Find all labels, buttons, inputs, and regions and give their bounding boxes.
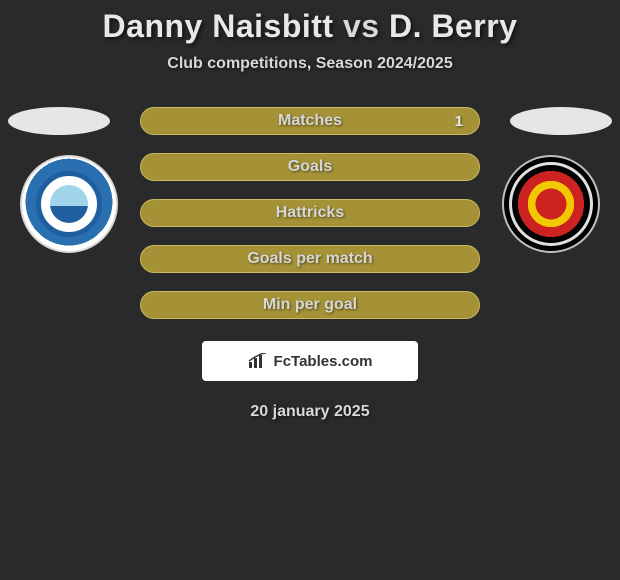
brand-box: FcTables.com bbox=[202, 341, 418, 381]
club-badge-left-center bbox=[50, 185, 88, 223]
club-badge-left bbox=[20, 155, 118, 253]
club-badge-right bbox=[502, 155, 600, 253]
stat-row-hattricks: Hattricks bbox=[140, 199, 480, 227]
stat-row-goals-per-match: Goals per match bbox=[140, 245, 480, 273]
player1-name: Danny Naisbitt bbox=[103, 8, 334, 44]
brand-text: FcTables.com bbox=[274, 353, 373, 370]
right-ellipse bbox=[510, 107, 612, 135]
bar-chart-icon bbox=[248, 353, 268, 369]
stat-row-min-per-goal: Min per goal bbox=[140, 291, 480, 319]
comparison-block: Matches 1 Goals Hattricks Goals per matc… bbox=[0, 107, 620, 421]
stats-list: Matches 1 Goals Hattricks Goals per matc… bbox=[140, 107, 480, 319]
date-text: 20 january 2025 bbox=[0, 403, 620, 421]
player2-name: D. Berry bbox=[389, 8, 518, 44]
subtitle: Club competitions, Season 2024/2025 bbox=[0, 55, 620, 73]
stat-label: Goals bbox=[288, 158, 332, 176]
comparison-title: Danny Naisbitt vs D. Berry bbox=[0, 8, 620, 45]
stat-label: Matches bbox=[278, 112, 342, 130]
stat-label: Hattricks bbox=[276, 204, 344, 222]
club-badge-left-ring bbox=[36, 171, 102, 237]
stat-row-goals: Goals bbox=[140, 153, 480, 181]
stat-row-matches: Matches 1 bbox=[140, 107, 480, 135]
vs-label: vs bbox=[343, 8, 380, 44]
left-ellipse bbox=[8, 107, 110, 135]
stat-label: Min per goal bbox=[263, 296, 357, 314]
stat-label: Goals per match bbox=[247, 250, 372, 268]
stat-value-right: 1 bbox=[455, 113, 463, 130]
club-badge-right-ring bbox=[509, 162, 593, 246]
